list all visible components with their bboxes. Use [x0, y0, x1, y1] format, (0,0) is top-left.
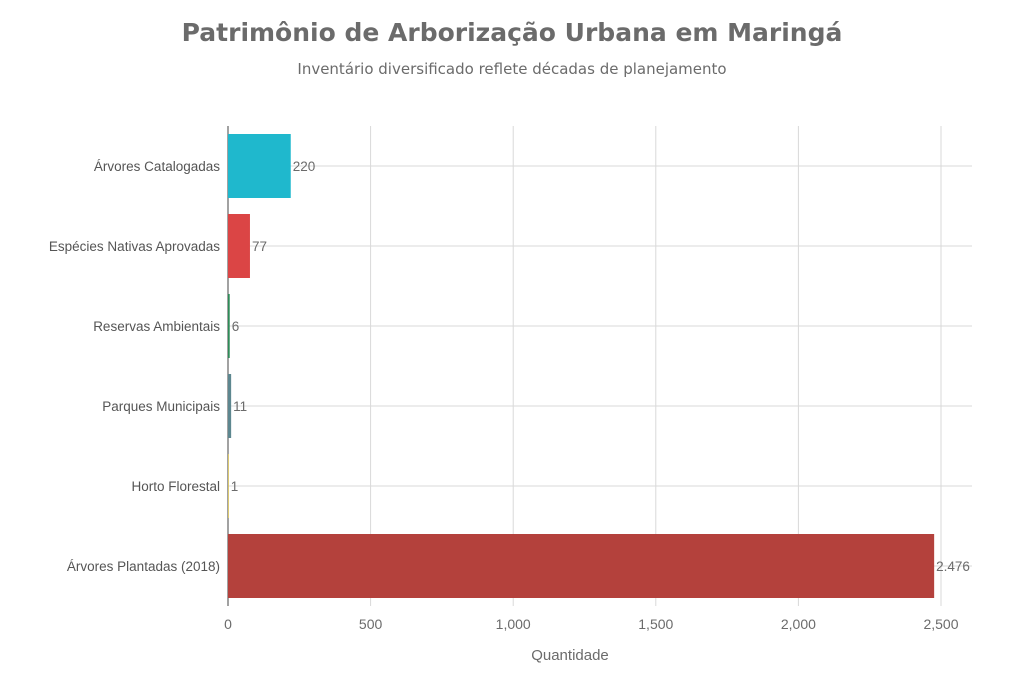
category-label: Parques Municipais: [102, 399, 220, 414]
gridlines: [227, 126, 972, 606]
data-label: 2.476: [936, 559, 970, 574]
x-tick-label: 1,500: [638, 616, 673, 632]
x-tick-label: 500: [359, 616, 383, 632]
bar: [228, 294, 230, 358]
bar: [228, 134, 291, 198]
category-label: Árvores Plantadas (2018): [67, 559, 220, 574]
category-label: Espécies Nativas Aprovadas: [49, 239, 220, 254]
bars: [228, 134, 935, 598]
bar: [228, 534, 935, 598]
x-tick-label: 0: [224, 616, 232, 632]
chart-subtitle: Inventário diversificado reflete décadas…: [297, 60, 727, 78]
bar: [228, 214, 250, 278]
category-label: Árvores Catalogadas: [94, 159, 220, 174]
x-tick-label: 2,500: [923, 616, 958, 632]
bar: [228, 374, 232, 438]
x-tick-label: 2,000: [781, 616, 816, 632]
data-label: 220: [293, 159, 316, 174]
data-label: 1: [231, 479, 239, 494]
category-label: Reservas Ambientais: [93, 319, 220, 334]
category-label: Horto Florestal: [131, 479, 220, 494]
x-tick-label: 1,000: [496, 616, 531, 632]
bar: [228, 454, 229, 518]
labels: 0 500 1,000 1,500 2,000 2,500 Árvores Cataloga…: [49, 159, 970, 632]
data-label: 11: [233, 399, 247, 414]
data-label: 77: [252, 239, 267, 254]
x-axis-title: Quantidade: [531, 647, 609, 664]
chart-title: Patrimônio de Arborização Urbana em Mari…: [181, 18, 843, 47]
data-label: 6: [232, 319, 240, 334]
